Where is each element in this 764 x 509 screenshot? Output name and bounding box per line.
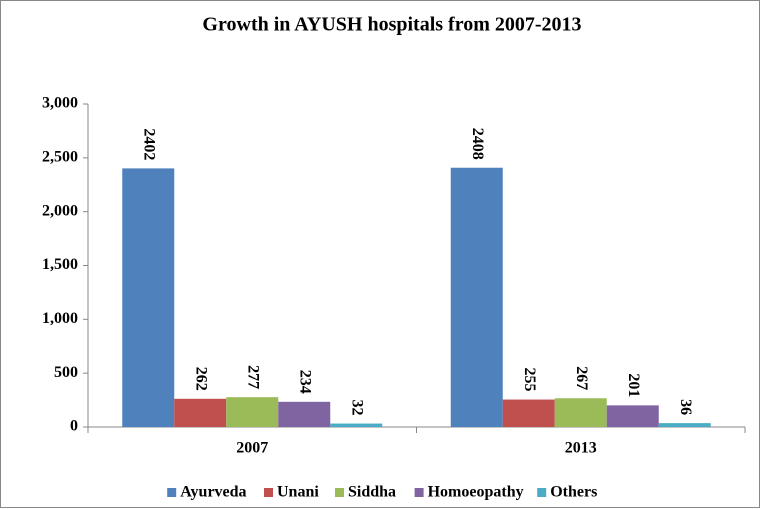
bar: [226, 397, 279, 427]
bar: [450, 167, 503, 428]
legend-label: Siddha: [348, 484, 396, 501]
y-tick-label: 0: [70, 418, 78, 435]
legend-label: Homoeopathy: [428, 484, 524, 501]
legend-swatch: [167, 488, 177, 497]
legend-label: Unani: [277, 484, 319, 501]
data-label: 2402: [141, 128, 158, 160]
data-label: 267: [573, 366, 590, 390]
data-label: 201: [625, 373, 642, 397]
data-label: 262: [193, 367, 210, 391]
y-tick-label: 2,500: [42, 149, 78, 166]
legend-swatch: [414, 488, 424, 497]
bar: [330, 423, 383, 427]
data-label: 32: [349, 400, 366, 416]
data-label: 255: [521, 368, 538, 392]
x-tick-label: 2013: [565, 440, 597, 457]
y-tick-label: 500: [54, 364, 78, 381]
legend-label: Others: [550, 484, 597, 501]
data-label: 36: [677, 399, 694, 415]
bar: [658, 423, 711, 427]
bar: [606, 405, 659, 427]
data-label: 234: [297, 370, 314, 394]
legend-swatch: [264, 488, 273, 497]
y-tick-label: 3,000: [42, 95, 78, 112]
bar: [174, 398, 227, 427]
legend-swatch: [537, 488, 547, 497]
y-tick-label: 1,500: [42, 256, 78, 273]
bar: [278, 401, 331, 427]
bar: [554, 398, 607, 427]
bar: [502, 399, 555, 427]
y-tick-label: 2,000: [42, 202, 78, 219]
y-tick-label: 1,000: [42, 310, 78, 327]
bar: [122, 168, 175, 427]
legend-swatch: [335, 488, 344, 497]
data-label: 277: [245, 365, 262, 389]
data-label: 2408: [469, 128, 486, 160]
chart-title: Growth in AYUSH hospitals from 2007-2013: [202, 14, 581, 36]
legend-label: Ayurveda: [180, 484, 246, 501]
x-tick-label: 2007: [236, 440, 268, 457]
